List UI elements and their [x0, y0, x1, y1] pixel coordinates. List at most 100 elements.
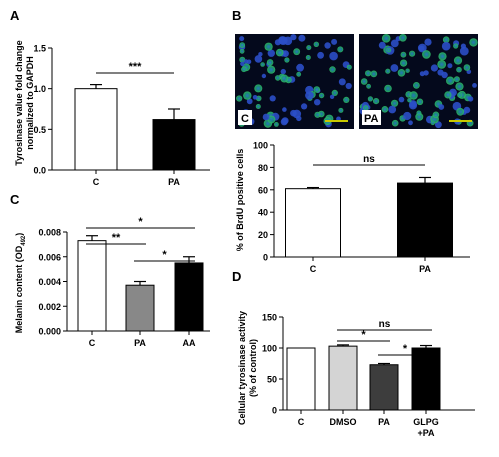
panel-letter-d: D [232, 269, 241, 284]
cell-nucleus [386, 47, 391, 53]
panel-letter-a: A [10, 8, 20, 23]
cell-nucleus [269, 95, 276, 102]
cell-nucleus [296, 63, 304, 72]
cell-nucleus [305, 55, 311, 60]
cell-nucleus [252, 95, 258, 100]
tyrosinase-y-tick-label: 0.5 [33, 125, 46, 135]
melanin-significance-label: * [138, 216, 143, 228]
micrograph-pa-cells [359, 34, 478, 129]
cell-nucleus [385, 68, 391, 74]
melanin-significance-label: * [162, 249, 167, 261]
cell-nucleus [331, 38, 338, 45]
cell-nucleus [241, 66, 247, 73]
cell-nucleus [239, 36, 245, 42]
cell-nucleus [298, 34, 306, 42]
cell-nucleus [447, 63, 453, 69]
cell-nucleus [391, 99, 399, 107]
cell-nucleus [314, 111, 321, 118]
micrograph-pa-label-box [362, 110, 381, 125]
activity-bar [411, 347, 441, 411]
cell-nucleus [417, 43, 427, 53]
cell-nucleus [437, 60, 447, 69]
micrograph-pa: PA [359, 34, 478, 129]
cell-nucleus [373, 98, 380, 105]
chart-tyrosinase-expression: 0.0 0.5 1.0 1.5 C PA *** Tyrosinase value fold … [14, 40, 210, 187]
cell-nucleus [236, 95, 243, 102]
cell-nucleus [453, 76, 460, 83]
cell-nucleus [441, 41, 451, 51]
cell-nucleus [345, 82, 352, 90]
cell-nucleus [266, 59, 274, 66]
cell-nucleus [282, 50, 289, 57]
panel-letter-b: B [232, 8, 241, 23]
melanin-y-tick-label: 0.006 [38, 252, 61, 262]
cell-nucleus [318, 92, 325, 99]
cell-nucleus [338, 107, 344, 113]
cell-nucleus [390, 39, 399, 48]
cell-nucleus [453, 56, 463, 65]
cell-nucleus [390, 64, 399, 72]
brdu-y-axis-label: % of BrdU positive cells [235, 149, 245, 252]
cell-nucleus [282, 107, 287, 112]
cell-nucleus [254, 84, 263, 93]
cell-nucleus [306, 45, 312, 51]
cell-nucleus [260, 62, 265, 67]
cell-nucleus [329, 94, 335, 100]
cell-nucleus [388, 105, 397, 114]
cell-nucleus [293, 48, 301, 56]
cell-nucleus [317, 51, 324, 59]
cell-nucleus [264, 42, 273, 51]
cell-nucleus [409, 100, 417, 108]
melanin-y-tick-label: 0.000 [38, 327, 61, 337]
cell-nucleus [463, 64, 471, 71]
cell-nucleus [381, 34, 391, 43]
cell-nucleus [381, 106, 389, 113]
cell-nucleus [283, 36, 293, 46]
cell-nucleus [329, 66, 336, 73]
melanin-x-tick-label: AA [183, 338, 196, 348]
activity-x-tick-label: C [298, 417, 305, 427]
cell-nucleus [296, 71, 302, 77]
cell-nucleus [399, 34, 407, 42]
cell-nucleus [360, 78, 368, 85]
cell-nucleus [254, 55, 263, 63]
cell-nucleus [346, 64, 352, 70]
tyrosinase-y-tick-label: 0.0 [33, 166, 46, 176]
cell-nucleus [262, 113, 270, 121]
brdu-y-tick-label: 100 [253, 141, 268, 151]
cell-nucleus [367, 96, 373, 102]
micrograph-control-label: C [241, 113, 249, 125]
brdu-y-tick-label: 0 [263, 253, 268, 263]
cell-nucleus [365, 70, 372, 77]
melanin-x-tick-label: C [89, 338, 96, 348]
cell-nucleus [472, 83, 477, 88]
melanin-bar [125, 284, 155, 332]
cell-nucleus [274, 122, 279, 127]
cell-nucleus [343, 96, 350, 103]
activity-y-axis-label: Cellular tyrosinase activity(% of contro… [237, 311, 258, 425]
cell-nucleus [366, 83, 371, 89]
cell-nucleus [456, 107, 465, 116]
activity-y-tick-label: 0 [272, 406, 277, 416]
cell-nucleus [370, 70, 378, 78]
activity-y-tick-label: 50 [267, 375, 277, 385]
cell-nucleus [409, 50, 416, 57]
cell-nucleus [305, 91, 314, 100]
melanin-x-tick-label: PA [134, 338, 146, 348]
cell-nucleus [416, 98, 424, 106]
activity-x-tick-label: GLPG +PA [413, 417, 439, 438]
tyrosinase-bar [74, 88, 118, 171]
cell-nucleus [267, 49, 275, 57]
cell-nucleus [403, 111, 412, 121]
activity-x-tick-label: PA [378, 417, 390, 427]
cell-nucleus [280, 74, 289, 83]
activity-bar [286, 347, 316, 411]
cell-nucleus [432, 111, 440, 119]
cell-nucleus [400, 51, 407, 58]
cell-nucleus [338, 78, 346, 86]
cell-nucleus [459, 46, 469, 56]
brdu-bar [397, 182, 453, 258]
tyrosinase-significance-label: *** [129, 61, 143, 73]
cell-nucleus [258, 52, 263, 57]
micrograph-control: C [235, 34, 354, 129]
